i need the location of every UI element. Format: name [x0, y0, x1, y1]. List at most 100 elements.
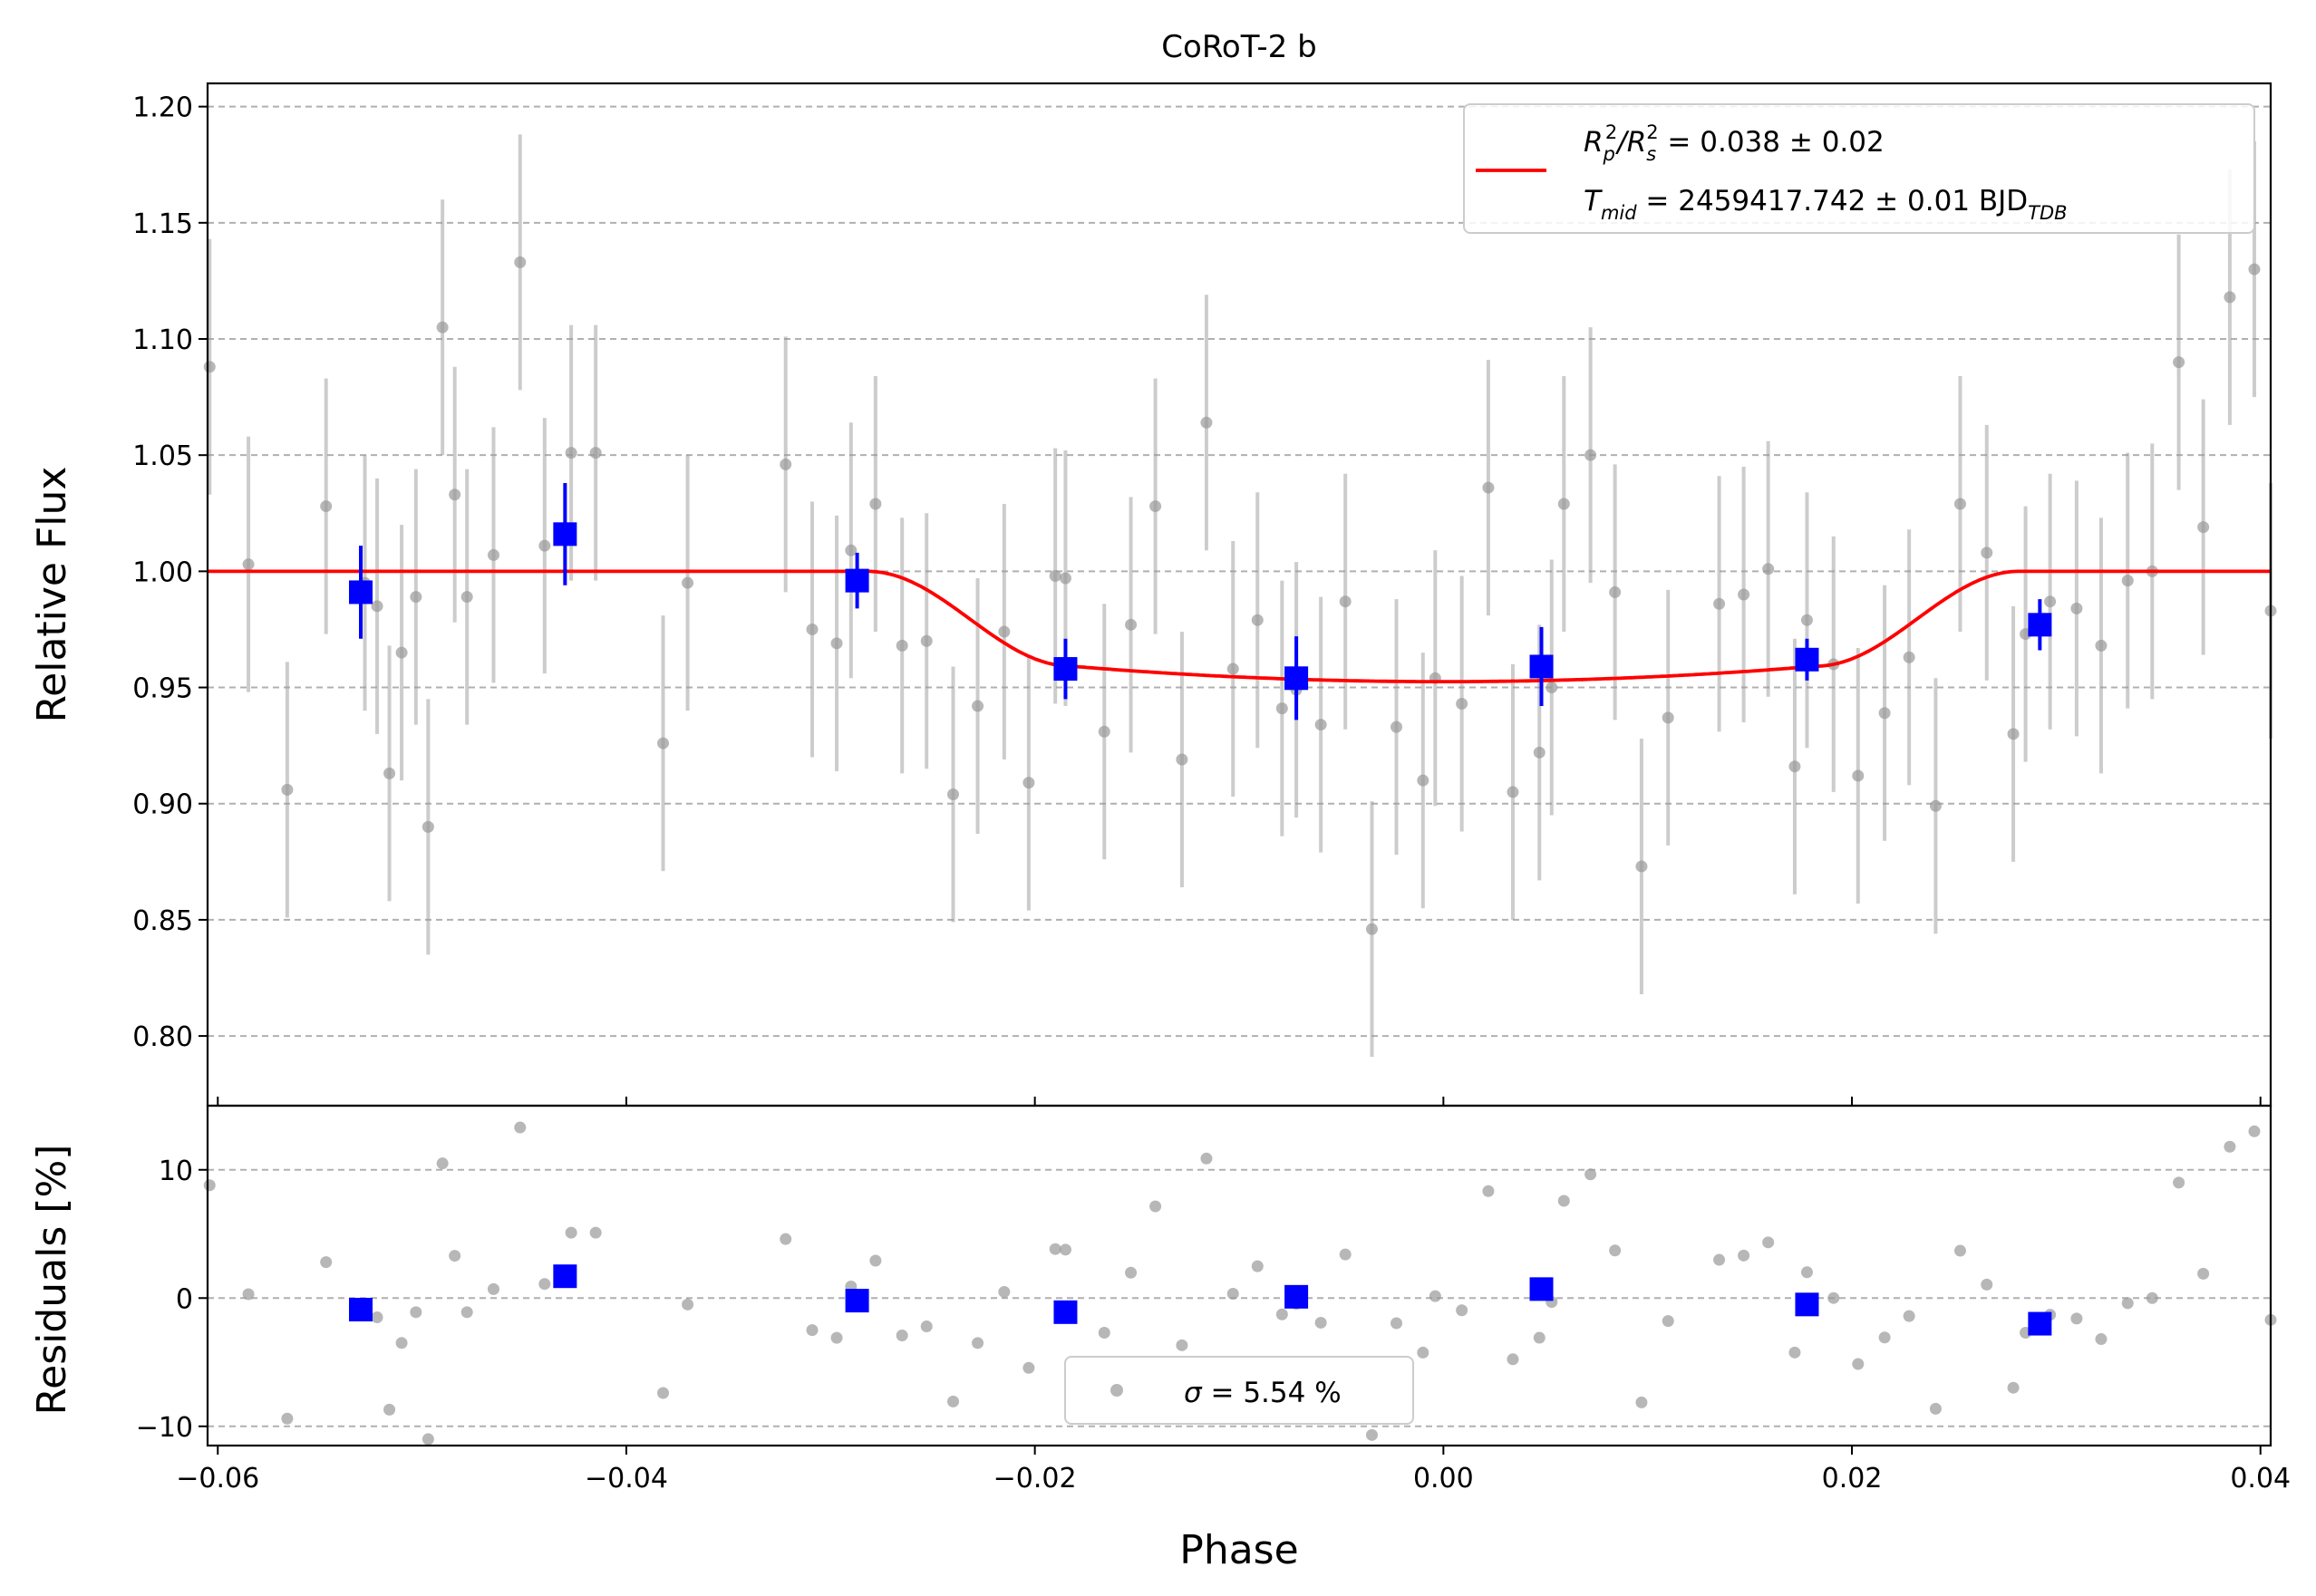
- raw-point: [1546, 682, 1558, 694]
- raw-point: [2173, 356, 2185, 369]
- raw-point: [2121, 575, 2134, 587]
- raw-point: [538, 539, 551, 552]
- sigma-legend-label: σ = 5.54 %: [1184, 1377, 1342, 1409]
- residual-point: [1417, 1346, 1429, 1359]
- raw-point: [1391, 721, 1403, 733]
- raw-point: [1929, 799, 1942, 812]
- legend-box: [1463, 103, 2255, 234]
- flux-y-tick-label: 1.15: [132, 208, 193, 240]
- raw-point: [1557, 498, 1570, 510]
- raw-point: [806, 623, 819, 635]
- sigma-legend-marker: [1110, 1384, 1123, 1397]
- residual-point: [2197, 1267, 2210, 1280]
- binned-residual-point: [1795, 1292, 1819, 1317]
- residual-point: [2070, 1312, 2083, 1325]
- residual-point: [1713, 1253, 1726, 1266]
- residuals-y-ticks: −10 0 10: [136, 1156, 208, 1444]
- residuals-y-axis-label: Residuals [%]: [29, 1145, 75, 1416]
- residual-point: [449, 1250, 461, 1262]
- residuals-panel: −10 0 10 −0.06 −0.04 −0.02 0.00 0.02 0.04 Resid…: [29, 1097, 2291, 1573]
- phase-x-tick-label: −0.06: [176, 1463, 259, 1494]
- residual-point: [657, 1387, 670, 1399]
- raw-point: [1981, 547, 1993, 559]
- residual-point: [410, 1306, 422, 1319]
- residual-point: [1800, 1266, 1813, 1279]
- residual-point: [487, 1282, 499, 1295]
- residual-point: [1251, 1260, 1264, 1272]
- residual-point: [371, 1311, 383, 1323]
- raw-point: [1609, 585, 1622, 598]
- raw-point: [1713, 597, 1726, 610]
- raw-point: [383, 767, 396, 779]
- residuals-gridlines: [208, 1168, 2271, 1427]
- raw-point: [589, 447, 602, 459]
- residual-point: [1788, 1346, 1801, 1359]
- raw-point: [947, 788, 960, 800]
- residual-point: [1339, 1248, 1352, 1261]
- raw-point: [565, 447, 577, 459]
- residual-point: [1022, 1361, 1035, 1374]
- raw-point: [1098, 725, 1110, 738]
- raw-point: [830, 637, 843, 650]
- residual-point: [565, 1226, 577, 1239]
- residuals-legend: σ = 5.54 %: [1064, 1356, 1414, 1425]
- residual-point: [1507, 1353, 1519, 1366]
- flux-y-tick-label: 1.05: [132, 440, 193, 472]
- raw-point: [1533, 746, 1546, 759]
- raw-point: [1251, 614, 1264, 626]
- raw-point: [845, 544, 858, 556]
- residual-point: [242, 1288, 255, 1301]
- flux-legend: Rp2/Rs2 = 0.038 ± 0.02 Tmid = 2459417.74…: [1463, 103, 2255, 234]
- raw-point: [1125, 618, 1138, 631]
- raw-point: [1762, 563, 1775, 576]
- residuals-y-tick-label: −10: [136, 1412, 193, 1444]
- residuals-binned-points: [349, 1264, 2052, 1336]
- residual-point: [1059, 1243, 1071, 1256]
- residual-point: [2173, 1176, 2185, 1189]
- binned-residual-point: [553, 1264, 577, 1289]
- residual-point: [320, 1256, 333, 1269]
- raw-point: [1049, 569, 1061, 582]
- raw-point: [410, 591, 422, 604]
- residual-point: [869, 1254, 882, 1267]
- residual-point: [1391, 1317, 1403, 1330]
- raw-point: [514, 256, 527, 268]
- raw-point: [395, 646, 408, 659]
- phase-x-ticks: −0.06 −0.04 −0.02 0.00 0.02 0.04: [176, 1097, 2291, 1494]
- flux-y-ticks: 0.80 0.85 0.90 0.95 1.00 1.05 1.10 1.15 1.20: [132, 92, 208, 1053]
- residual-point: [1482, 1185, 1495, 1197]
- residual-point: [682, 1298, 694, 1311]
- raw-point: [436, 321, 449, 334]
- residual-point: [1852, 1358, 1865, 1370]
- residual-point: [1049, 1243, 1061, 1255]
- residual-point: [1176, 1339, 1188, 1351]
- residual-point: [1738, 1249, 1750, 1262]
- raw-point: [896, 639, 908, 652]
- binned-point: [349, 580, 373, 605]
- raw-point: [2197, 521, 2210, 534]
- phase-x-axis-label: Phase: [1179, 1527, 1298, 1573]
- residual-point: [1981, 1278, 1993, 1291]
- residual-point: [1827, 1291, 1840, 1304]
- binned-point: [1795, 647, 1819, 672]
- flux-y-tick-label: 1.10: [132, 324, 193, 356]
- residual-point: [1314, 1316, 1327, 1329]
- residual-point: [422, 1433, 434, 1446]
- residual-point: [1557, 1195, 1570, 1207]
- residual-point: [2224, 1140, 2236, 1153]
- residual-point: [1149, 1200, 1162, 1213]
- residual-point: [2007, 1381, 2020, 1394]
- raw-point: [1059, 572, 1071, 585]
- raw-point: [1635, 860, 1648, 873]
- residual-point: [1878, 1331, 1891, 1344]
- binned-point: [1529, 654, 1554, 679]
- raw-point: [1365, 923, 1378, 935]
- raw-point: [682, 576, 694, 589]
- residual-point: [1125, 1266, 1138, 1279]
- raw-point: [1662, 711, 1674, 724]
- residual-point: [2248, 1125, 2261, 1137]
- residual-point: [460, 1306, 473, 1319]
- raw-point: [203, 361, 216, 373]
- residual-point: [538, 1278, 551, 1291]
- raw-point: [1507, 786, 1519, 798]
